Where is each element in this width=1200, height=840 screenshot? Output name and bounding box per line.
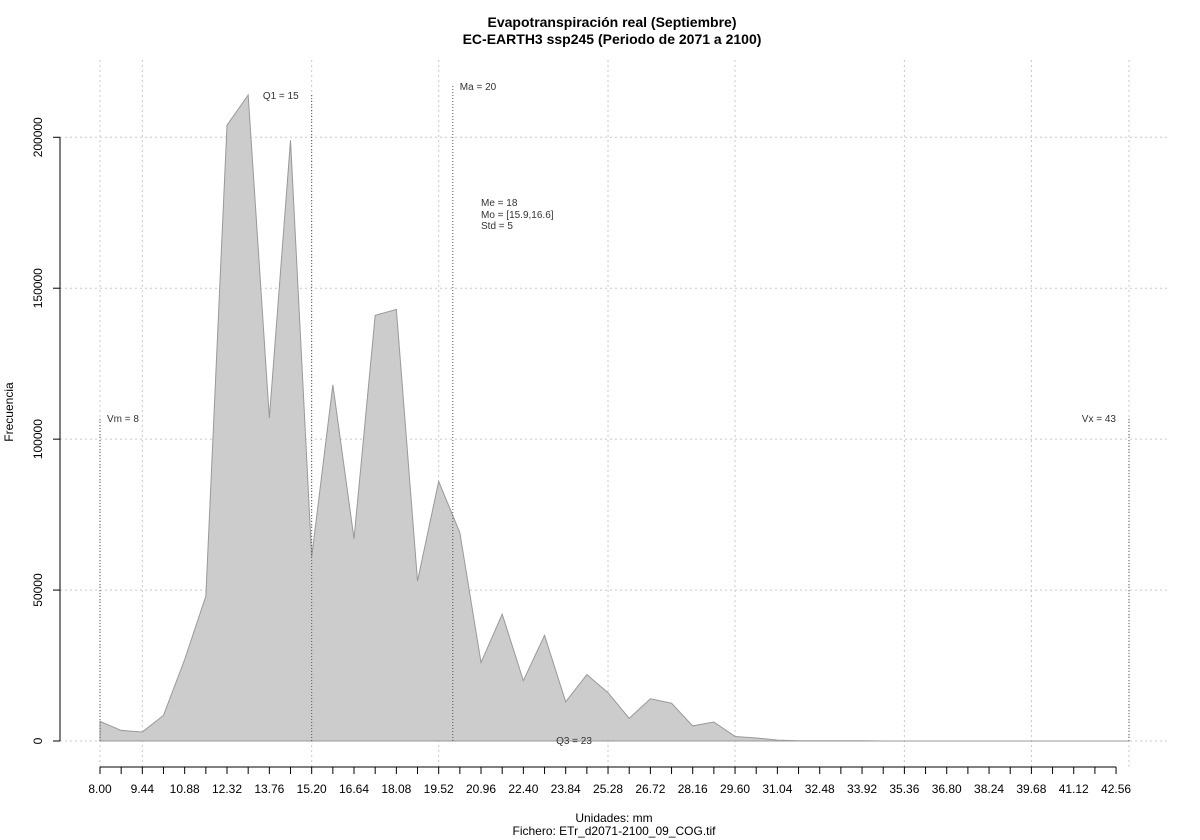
x-tick-label-5: 15.20 [297,782,327,796]
reference-label-0: Vm = 8 [107,414,139,425]
file-footer: Fichero: ETr_d2071-2100_09_COG.tif [513,824,717,838]
series-area [99,93,1129,742]
reference-label-3: Vx = 43 [1082,414,1117,425]
x-tick-label-13: 26.72 [635,782,665,796]
chart-title: Evapotranspiración real (Septiembre) [488,14,737,30]
x-tick-label-19: 35.36 [889,782,919,796]
x-axis: 8.00 9.44 10.88 12.32 13.76 15.20 16.64 18.08 19… [88,766,1131,796]
y-tick-label-3: 150000 [31,268,45,308]
x-tick-label-9: 20.96 [466,782,496,796]
x-tick-label-20: 36.80 [932,782,962,796]
x-tick-label-12: 25.28 [593,782,623,796]
reference-label-1: Q1 = 15 [263,91,299,102]
frequency-area [99,93,1129,742]
reference-lines: Vm = 8 Q1 = 15 Ma = 20 Vx = 43 [99,82,1130,741]
x-tick-label-24: 42.56 [1101,782,1131,796]
x-axis-label: Unidades: mm [575,811,652,825]
chart-subtitle: EC-EARTH3 ssp245 (Periodo de 2071 a 2100… [463,31,762,47]
x-tick-label-17: 32.48 [805,782,835,796]
x-tick-label-4: 13.76 [254,782,284,796]
stat-mode: Mo = [15.9,16.6] [481,210,554,221]
y-tick-label-1: 50000 [31,573,45,607]
q3-label: Q3 = 23 [556,736,592,747]
x-tick-label-0: 8.00 [88,782,112,796]
stats-box: Me = 18 Mo = [15.9,16.6] Std = 5 [481,198,554,232]
reference-label-2: Ma = 20 [460,82,497,93]
x-tick-label-14: 28.16 [678,782,708,796]
x-tick-label-2: 10.88 [170,782,200,796]
y-tick-label-0: 0 [31,737,45,744]
x-tick-label-18: 33.92 [847,782,877,796]
x-tick-label-6: 16.64 [339,782,369,796]
x-tick-label-10: 22.40 [508,782,538,796]
y-tick-label-4: 200000 [31,117,45,157]
x-tick-label-3: 12.32 [212,782,242,796]
x-tick-label-22: 39.68 [1016,782,1046,796]
stat-std: Std = 5 [481,221,513,232]
x-tick-label-11: 23.84 [551,782,581,796]
x-tick-label-16: 31.04 [762,782,792,796]
x-tick-label-8: 19.52 [424,782,454,796]
y-tick-label-2: 100000 [31,419,45,459]
x-tick-label-1: 9.44 [131,782,155,796]
stat-median: Me = 18 [481,198,518,209]
x-tick-label-21: 38.24 [974,782,1004,796]
x-tick-label-15: 29.60 [720,782,750,796]
y-axis: 0 50000 100000 150000 200000 [31,117,61,744]
y-axis-label: Frecuencia [2,382,16,442]
x-tick-label-7: 18.08 [381,782,411,796]
x-tick-label-23: 41.12 [1059,782,1089,796]
